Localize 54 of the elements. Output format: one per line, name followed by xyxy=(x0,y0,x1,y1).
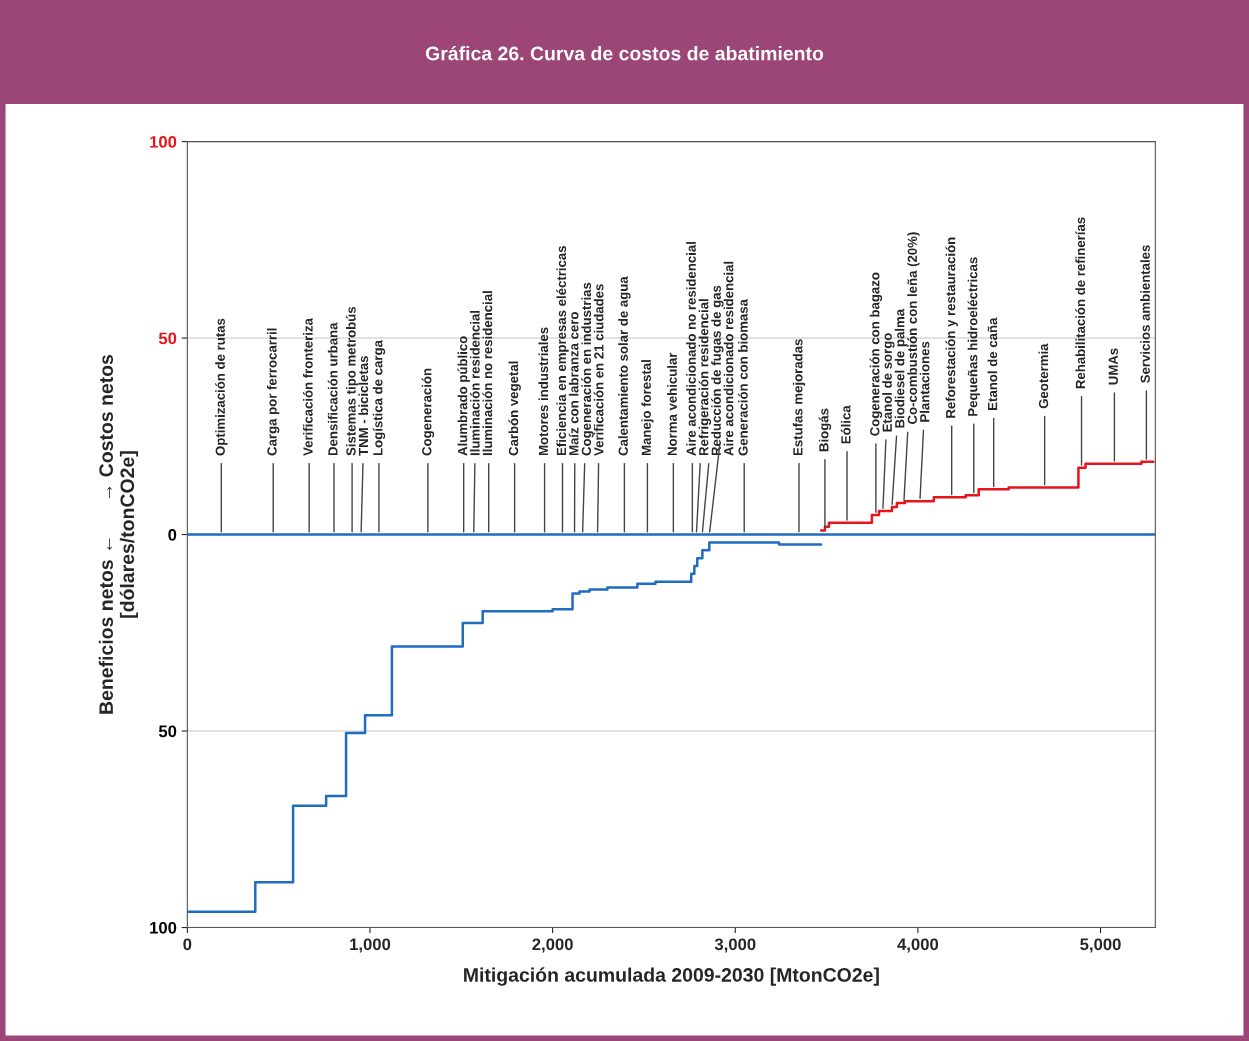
annotation: Calentamiento solar de agua xyxy=(618,276,631,456)
annotation: Eficiencia en empresas eléctricas xyxy=(556,245,569,456)
annotation: Pequeñas hidroeléctricas xyxy=(967,257,980,416)
annotation: TNM - bicicletas xyxy=(358,356,369,456)
x-tick-label: 1,000 xyxy=(350,938,391,953)
annotation: Cogeneración con bagazo xyxy=(869,272,883,436)
annotation: Servicios ambientales xyxy=(1140,245,1150,383)
annotation: Aire acondicionado residencial xyxy=(723,261,734,456)
annotation: Optimización de rutas xyxy=(215,318,228,456)
annotation: Reducción de fugas de gas xyxy=(711,285,724,456)
x-tick-label: 5,000 xyxy=(1080,938,1121,953)
annotation: Aire acondicionado no residencial xyxy=(686,242,696,456)
annotation: Alumbrado público xyxy=(457,336,470,456)
y-axis-title: Beneficios netos ← → Costos netos [dólares/tonCO2e] xyxy=(98,354,139,714)
annotation: Estufas mejoradas xyxy=(792,339,806,456)
annotation: Cogeneración xyxy=(421,368,435,456)
annotation: Motores industriales xyxy=(538,327,549,456)
annotation: Iluminación residencial xyxy=(469,310,480,456)
annotation: Etanol de caña xyxy=(987,317,998,410)
x-tick-label: 4,000 xyxy=(897,938,939,953)
annotation: Co-combustión con leña (20%) xyxy=(907,232,920,424)
annotation: Cogeneración en industrias xyxy=(581,282,594,456)
annotation: Reforestación y restauración xyxy=(945,237,958,418)
annotation: Biogás xyxy=(818,408,832,452)
y-tick-label: 0 xyxy=(168,528,177,541)
x-tick-label: 2,000 xyxy=(532,938,573,953)
annotation: Iluminación no residencial xyxy=(482,291,493,456)
annotation: Generación con biomasa xyxy=(737,298,748,456)
annotation: Plantaciones xyxy=(919,341,930,422)
y-tick-label: 100 xyxy=(150,135,177,148)
x-tick-label: 0 xyxy=(183,938,192,951)
annotation: Manejo forestal xyxy=(641,360,654,456)
x-axis-title: Mitigación acumulada 2009-2030 [MtonCO2e] xyxy=(464,967,879,986)
annotation: Carbón vegetal xyxy=(508,361,521,456)
annotation: Geotermia xyxy=(1038,343,1049,409)
annotation: Biodiesel de palma xyxy=(894,308,908,428)
annotation: Norma vehicular xyxy=(667,352,677,456)
annotation: Verificación fronteriza xyxy=(302,318,313,456)
annotation: Carga por ferrocarril xyxy=(267,328,280,456)
y-tick-label: 100 xyxy=(150,921,177,934)
y-tick-label: 50 xyxy=(158,725,177,738)
annotation: Etanol de sorgo xyxy=(882,333,895,432)
y-tick-label: 50 xyxy=(158,332,177,345)
x-tick-label: 3,000 xyxy=(714,938,756,953)
annotation: UMAs xyxy=(1108,348,1118,385)
chart-title: Gráfica 26. Curva de costos de abatimiento xyxy=(425,45,824,61)
annotation: Verificación en 21 ciudades xyxy=(593,284,604,456)
annotation: Refrigeración residencial xyxy=(698,299,712,456)
annotation: Sistemas tipo metrobús xyxy=(345,306,359,456)
annotation: Eólica xyxy=(840,405,851,444)
annotation: Maíz con labranza cero xyxy=(568,312,579,456)
annotation: Logística de carga xyxy=(372,340,386,456)
annotation: Rehabilitación de refinerías xyxy=(1075,217,1086,389)
annotation: Densificación urbana xyxy=(327,322,338,456)
